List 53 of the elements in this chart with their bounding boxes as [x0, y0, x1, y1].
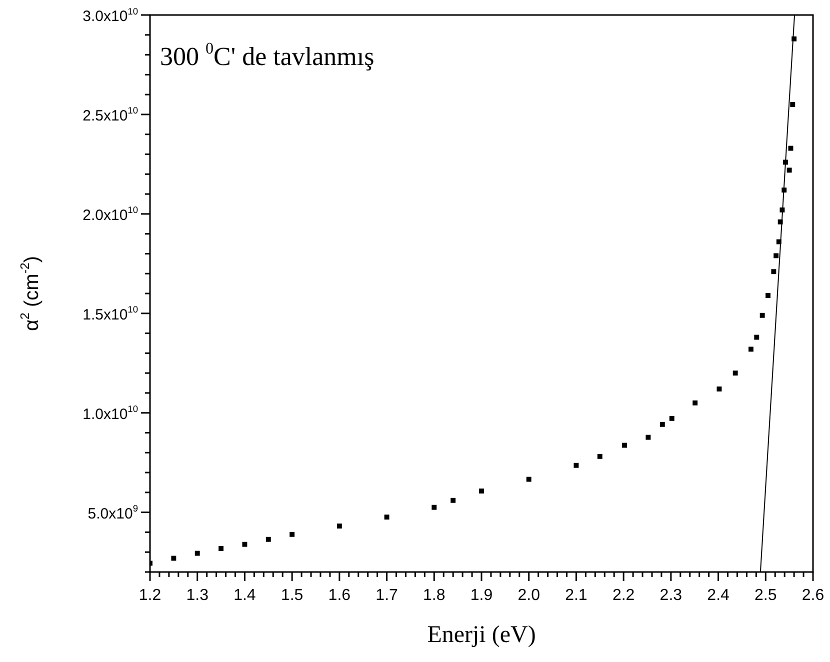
point: [669, 416, 674, 421]
x-tick-label: 1.3: [186, 587, 209, 604]
point: [622, 442, 627, 448]
point: [774, 253, 779, 258]
point: [748, 346, 754, 352]
point: [776, 239, 782, 244]
point: [660, 422, 665, 427]
point: [782, 188, 787, 193]
point: [732, 370, 738, 376]
x-tick-label: 1.8: [423, 587, 446, 604]
x-tick-label: 2.6: [802, 587, 824, 604]
point: [788, 146, 794, 151]
point: [771, 269, 776, 274]
point: [780, 207, 785, 212]
x-tick-label: 1.7: [376, 587, 398, 604]
point: [290, 532, 295, 537]
point: [450, 498, 456, 503]
point: [754, 334, 760, 340]
x-tick-label: 2.5: [754, 587, 777, 604]
point: [194, 550, 200, 556]
point: [479, 488, 484, 494]
point: [692, 400, 698, 406]
x-axis-title: Enerji (eV): [427, 622, 536, 648]
point: [242, 542, 248, 547]
x-tick-label: 1.6: [328, 587, 351, 604]
x-tick-label: 1.4: [234, 587, 256, 604]
point: [597, 454, 602, 459]
x-tick-label: 1.2: [138, 587, 162, 604]
point: [574, 462, 579, 468]
point: [766, 293, 770, 298]
x-tick-label: 1.5: [280, 587, 304, 604]
point: [266, 536, 271, 542]
point: [786, 168, 792, 173]
point: [336, 524, 342, 529]
point: [171, 556, 176, 561]
point: [218, 546, 224, 551]
x-tick-label: 2.1: [565, 587, 588, 604]
x-tick-label: 2.4: [707, 587, 730, 604]
x-tick-label: 1.9: [470, 587, 493, 604]
x-tick-label: 2.3: [660, 587, 682, 604]
point: [790, 102, 796, 107]
x-tick-label: 2.2: [612, 587, 635, 604]
point: [778, 219, 783, 224]
point: [792, 36, 797, 42]
point: [760, 312, 765, 318]
point: [384, 514, 390, 520]
x-tick-label: 2.0: [518, 587, 540, 604]
point: [783, 160, 788, 165]
point: [716, 386, 722, 392]
point: [432, 504, 437, 510]
point: [646, 434, 651, 440]
point: [526, 476, 532, 482]
y-axis-title: α2 (cm-2): [18, 256, 43, 332]
